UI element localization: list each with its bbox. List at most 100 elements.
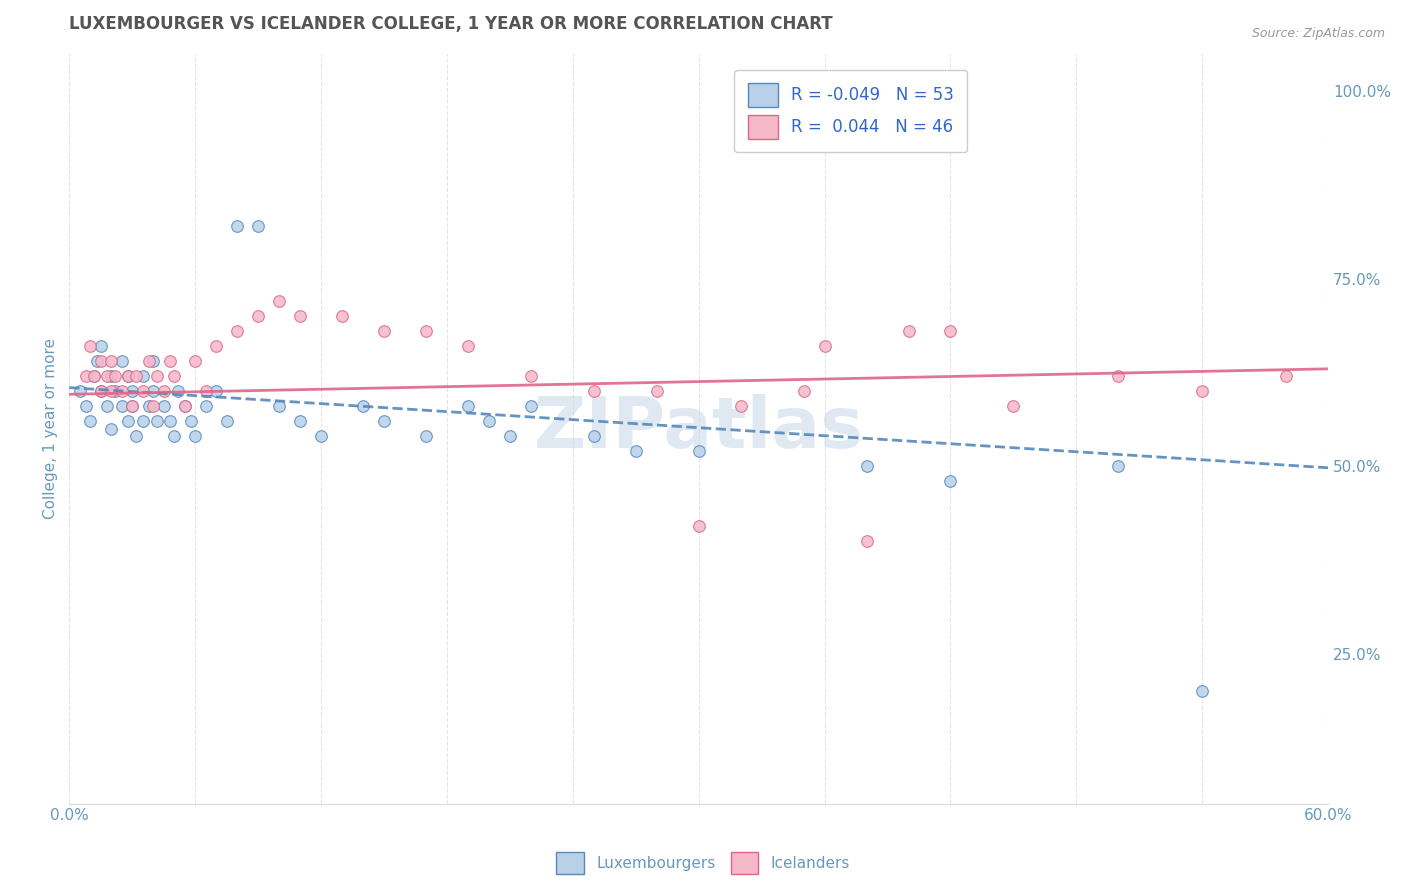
Point	[184, 354, 207, 368]
Point	[215, 414, 238, 428]
Point	[205, 339, 228, 353]
Legend: Luxembourgers, Icelanders: Luxembourgers, Icelanders	[550, 846, 856, 880]
Point	[90, 384, 112, 399]
Point	[96, 400, 118, 414]
Point	[104, 384, 127, 399]
Point	[939, 475, 962, 489]
Point	[288, 310, 311, 324]
Point	[117, 369, 139, 384]
Point	[96, 369, 118, 384]
Point	[152, 384, 174, 399]
Point	[520, 369, 543, 384]
Point	[173, 400, 195, 414]
Point	[194, 400, 217, 414]
Point	[167, 384, 190, 399]
Point	[100, 354, 122, 368]
Point	[624, 444, 647, 458]
Point	[205, 384, 228, 399]
Point	[457, 339, 479, 353]
Point	[146, 414, 169, 428]
Point	[247, 219, 270, 234]
Point	[730, 400, 752, 414]
Point	[125, 429, 148, 443]
Point	[855, 459, 877, 474]
Point	[184, 429, 207, 443]
Point	[582, 384, 605, 399]
Point	[131, 384, 153, 399]
Point	[90, 354, 112, 368]
Point	[131, 369, 153, 384]
Point	[813, 339, 835, 353]
Point	[90, 339, 112, 353]
Point	[111, 400, 134, 414]
Point	[415, 429, 437, 443]
Point	[226, 324, 249, 338]
Point	[159, 354, 181, 368]
Y-axis label: College, 1 year or more: College, 1 year or more	[44, 338, 58, 519]
Point	[855, 534, 877, 549]
Point	[117, 369, 139, 384]
Point	[163, 369, 186, 384]
Point	[152, 400, 174, 414]
Point	[373, 324, 395, 338]
Point	[688, 519, 710, 533]
Point	[159, 414, 181, 428]
Point	[100, 384, 122, 399]
Point	[131, 414, 153, 428]
Point	[111, 354, 134, 368]
Point	[520, 400, 543, 414]
Legend: R = -0.049   N = 53, R =  0.044   N = 46: R = -0.049 N = 53, R = 0.044 N = 46	[734, 70, 967, 152]
Point	[138, 400, 160, 414]
Point	[173, 400, 195, 414]
Point	[75, 400, 97, 414]
Point	[111, 384, 134, 399]
Point	[1002, 400, 1025, 414]
Point	[478, 414, 501, 428]
Point	[83, 369, 105, 384]
Point	[75, 369, 97, 384]
Point	[83, 369, 105, 384]
Text: ZIPatlas: ZIPatlas	[534, 394, 863, 463]
Point	[793, 384, 815, 399]
Point	[688, 444, 710, 458]
Point	[142, 400, 165, 414]
Text: Source: ZipAtlas.com: Source: ZipAtlas.com	[1251, 27, 1385, 40]
Point	[163, 429, 186, 443]
Point	[267, 294, 290, 309]
Point	[939, 324, 962, 338]
Point	[100, 422, 122, 436]
Point	[330, 310, 353, 324]
Point	[247, 310, 270, 324]
Point	[104, 369, 127, 384]
Point	[457, 400, 479, 414]
Point	[309, 429, 332, 443]
Point	[69, 384, 91, 399]
Point	[86, 354, 108, 368]
Point	[79, 414, 101, 428]
Point	[352, 400, 374, 414]
Point	[226, 219, 249, 234]
Point	[1191, 384, 1213, 399]
Point	[194, 384, 217, 399]
Point	[180, 414, 202, 428]
Point	[373, 414, 395, 428]
Point	[897, 324, 920, 338]
Point	[415, 324, 437, 338]
Point	[1107, 459, 1129, 474]
Point	[142, 354, 165, 368]
Point	[1107, 369, 1129, 384]
Point	[1275, 369, 1298, 384]
Text: LUXEMBOURGER VS ICELANDER COLLEGE, 1 YEAR OR MORE CORRELATION CHART: LUXEMBOURGER VS ICELANDER COLLEGE, 1 YEA…	[69, 15, 832, 33]
Point	[117, 414, 139, 428]
Point	[288, 414, 311, 428]
Point	[100, 369, 122, 384]
Point	[645, 384, 668, 399]
Point	[499, 429, 522, 443]
Point	[1191, 684, 1213, 698]
Point	[121, 384, 143, 399]
Point	[582, 429, 605, 443]
Point	[121, 400, 143, 414]
Point	[267, 400, 290, 414]
Point	[125, 369, 148, 384]
Point	[146, 369, 169, 384]
